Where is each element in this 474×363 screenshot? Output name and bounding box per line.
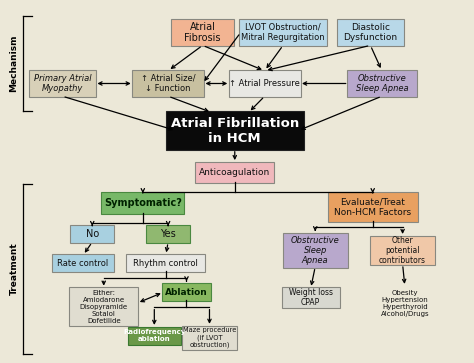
FancyBboxPatch shape [283,233,347,268]
Text: Rate control: Rate control [57,259,109,268]
FancyBboxPatch shape [171,19,234,46]
Text: Obesity
Hypertension
Hyperthyroid
Alcohol/Drugs: Obesity Hypertension Hyperthyroid Alcoho… [381,290,429,317]
FancyBboxPatch shape [370,236,435,265]
FancyBboxPatch shape [101,192,184,214]
FancyBboxPatch shape [128,327,181,345]
Text: Mechanism: Mechanism [9,35,18,92]
Text: Radiofrequency
ablation: Radiofrequency ablation [123,329,185,342]
Text: Atrial Fibrillation
in HCM: Atrial Fibrillation in HCM [171,117,299,145]
Text: Maze procedure
(if LVOT
obstruction): Maze procedure (if LVOT obstruction) [183,327,236,348]
Text: Atrial
Fibrosis: Atrial Fibrosis [184,22,221,44]
Text: Yes: Yes [160,229,176,239]
Text: Other
potential
contributors: Other potential contributors [379,236,426,265]
FancyBboxPatch shape [328,192,418,221]
FancyBboxPatch shape [165,111,304,150]
Text: LVOT Obstruction/
Mitral Regurgitation: LVOT Obstruction/ Mitral Regurgitation [241,23,325,42]
Text: Rhythm control: Rhythm control [133,259,198,268]
FancyBboxPatch shape [127,254,205,272]
FancyBboxPatch shape [182,326,237,350]
Text: Symptomatic?: Symptomatic? [104,198,182,208]
FancyBboxPatch shape [195,162,274,183]
Text: Either:
Amiodarone
Disopyramide
Sotalol
Dofetilide: Either: Amiodarone Disopyramide Sotalol … [80,290,128,324]
FancyBboxPatch shape [69,287,138,326]
Text: Primary Atrial
Myopathy: Primary Atrial Myopathy [34,74,91,93]
FancyBboxPatch shape [347,70,417,97]
FancyBboxPatch shape [229,70,301,97]
FancyBboxPatch shape [337,19,404,46]
FancyBboxPatch shape [29,70,96,97]
Text: Ablation: Ablation [165,288,208,297]
FancyBboxPatch shape [239,19,327,46]
Text: Evaluate/Treat
Non-HCM Factors: Evaluate/Treat Non-HCM Factors [334,197,411,217]
FancyBboxPatch shape [282,287,339,308]
FancyBboxPatch shape [146,225,190,243]
Text: No: No [86,229,99,239]
Text: Anticoagulation: Anticoagulation [199,168,270,177]
FancyBboxPatch shape [132,70,204,97]
Text: ↑ Atrial Size/
↓ Function: ↑ Atrial Size/ ↓ Function [141,74,195,93]
Text: Obstructive
Sleep
Apnea: Obstructive Sleep Apnea [291,236,339,265]
FancyBboxPatch shape [70,225,114,243]
Text: Diastolic
Dysfunction: Diastolic Dysfunction [343,23,398,42]
Text: Weight loss
CPAP: Weight loss CPAP [289,288,333,307]
Text: ↑ Atrial Pressure: ↑ Atrial Pressure [229,79,300,88]
FancyBboxPatch shape [52,254,114,272]
Text: Treatment: Treatment [9,242,18,295]
FancyBboxPatch shape [373,287,438,319]
FancyBboxPatch shape [162,283,211,301]
Text: Obstructive
Sleep Apnea: Obstructive Sleep Apnea [356,74,408,93]
